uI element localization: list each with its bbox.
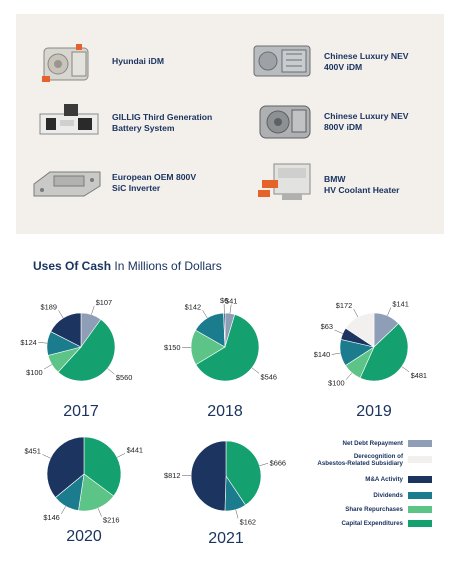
legend-label: Capital Expenditures [341, 520, 403, 527]
product-showcase: Hyundai iDM Chinese Luxury NEV 400V iDM … [16, 14, 444, 234]
pie-leader-line [97, 508, 102, 517]
motor-unit-icon [259, 105, 311, 139]
pie-slice [225, 440, 262, 506]
pie-data-label: $666 [270, 459, 286, 468]
pie-leader-line [353, 308, 359, 318]
pie-leader-line [38, 342, 48, 344]
product-label-hyundai: Hyundai iDM [112, 56, 165, 66]
legend-label: M&A Activity [365, 476, 403, 483]
motor-unit-icon [42, 44, 89, 82]
pie-leader-line [116, 453, 126, 458]
product-label-sic-inverter: European OEM 800V SiC Inverter [112, 172, 197, 193]
pie-slice [345, 312, 375, 348]
pie-chart-2017: $107 $560 $100 $124 $189 2017 [20, 298, 132, 420]
pie-leader-line [259, 462, 269, 467]
legend-label: Share Repurchases [345, 506, 403, 513]
pie-year-label: 2021 [208, 530, 244, 547]
pie-data-label: $41 [225, 297, 237, 306]
pie-leader-line [43, 364, 53, 370]
legend-label: Dividends [373, 492, 403, 499]
pie-year-label: 2017 [63, 403, 99, 420]
pie-data-label: $216 [103, 516, 119, 525]
pie-data-label: $172 [336, 301, 352, 310]
pie-data-label: $150 [164, 343, 180, 352]
pie-leader-line [107, 368, 115, 375]
battery-system-icon [39, 104, 99, 135]
pie-data-label: $107 [96, 298, 112, 307]
pie-year-label: 2020 [66, 528, 102, 545]
pie-leader-line [58, 310, 64, 319]
pie-leader-line [42, 454, 51, 459]
legend-label: Net Debt Repayment [342, 440, 403, 447]
inverter-icon [33, 171, 101, 197]
pie-data-label: $162 [240, 517, 256, 526]
legend-swatch [408, 520, 432, 527]
pie-data-label: $63 [321, 322, 333, 331]
pie-chart-2021: $666 $162 $812 2021 [164, 440, 286, 547]
pie-chart-2019: $141 $481 $100 $140 $63 $172 2019 [314, 300, 427, 421]
pie-data-label: $812 [164, 471, 180, 480]
pie-slice [83, 436, 122, 497]
legend-swatch [408, 456, 432, 463]
pie-leader-line [202, 310, 208, 319]
pie-leader-line [401, 366, 410, 373]
chart-legend: Net Debt Repayment Derecognition of Asbes… [300, 436, 460, 536]
pie-leader-line [251, 367, 260, 374]
pie-leader-line [345, 372, 353, 380]
pie-chart-2020: $441 $216 $146 $451 2020 [24, 436, 143, 545]
pie-leader-line [235, 509, 239, 519]
pie-data-label: $146 [43, 513, 59, 522]
pie-leader-line [331, 352, 341, 355]
product-label-nev-800v: Chinese Luxury NEV 800V iDM [324, 111, 409, 132]
pie-data-label: $6 [220, 296, 228, 305]
pie-leader-line [61, 506, 66, 515]
legend-swatch [408, 440, 432, 447]
pie-data-label: $481 [411, 371, 427, 380]
pie-data-label: $124 [20, 338, 36, 347]
pie-leader-line [91, 306, 95, 315]
product-label-nev-400v: Chinese Luxury NEV 400V iDM [324, 51, 409, 72]
heater-icon [258, 163, 311, 200]
pie-data-label: $140 [314, 350, 330, 359]
pie-data-label: $451 [24, 446, 40, 455]
pie-slice [223, 312, 226, 348]
pie-data-label: $560 [116, 373, 132, 382]
pie-data-label: $189 [41, 302, 57, 311]
pie-chart-2018: $41 $546 $150 $142 $6 2018 [164, 296, 277, 420]
pie-leader-line [229, 304, 232, 314]
pie-data-label: $141 [392, 300, 408, 309]
pie-slice [190, 440, 227, 512]
pie-slice [195, 314, 260, 382]
pie-data-label: $142 [185, 302, 201, 311]
legend-swatch [408, 492, 432, 499]
pie-data-label: $100 [26, 368, 42, 377]
pie-slice [46, 436, 85, 498]
section-title-rest: In Millions of Dollars [111, 259, 222, 273]
product-label-bmw-heater: BMW HV Coolant Heater [324, 174, 400, 195]
pie-leader-line [387, 307, 392, 316]
pie-year-label: 2019 [356, 403, 392, 420]
pie-data-label: $546 [261, 372, 277, 381]
legend-swatch [408, 476, 432, 483]
pie-year-label: 2018 [207, 403, 243, 420]
pie-data-label: $100 [328, 379, 344, 388]
legend-label: Derecognition of Asbestos-Related Subsid… [317, 453, 403, 467]
section-title: Uses Of Cash In Millions of Dollars [33, 259, 222, 273]
pie-slice [359, 323, 409, 382]
pie-slice [57, 318, 116, 382]
section-title-bold: Uses Of Cash [33, 259, 112, 273]
legend-swatch [408, 506, 432, 513]
pie-data-label: $441 [127, 445, 143, 454]
product-label-gillig: GILLIG Third Generation Battery System [112, 112, 213, 133]
pie-leader-line [334, 329, 343, 334]
motor-unit-icon [253, 45, 311, 77]
pie-slice [50, 312, 82, 348]
